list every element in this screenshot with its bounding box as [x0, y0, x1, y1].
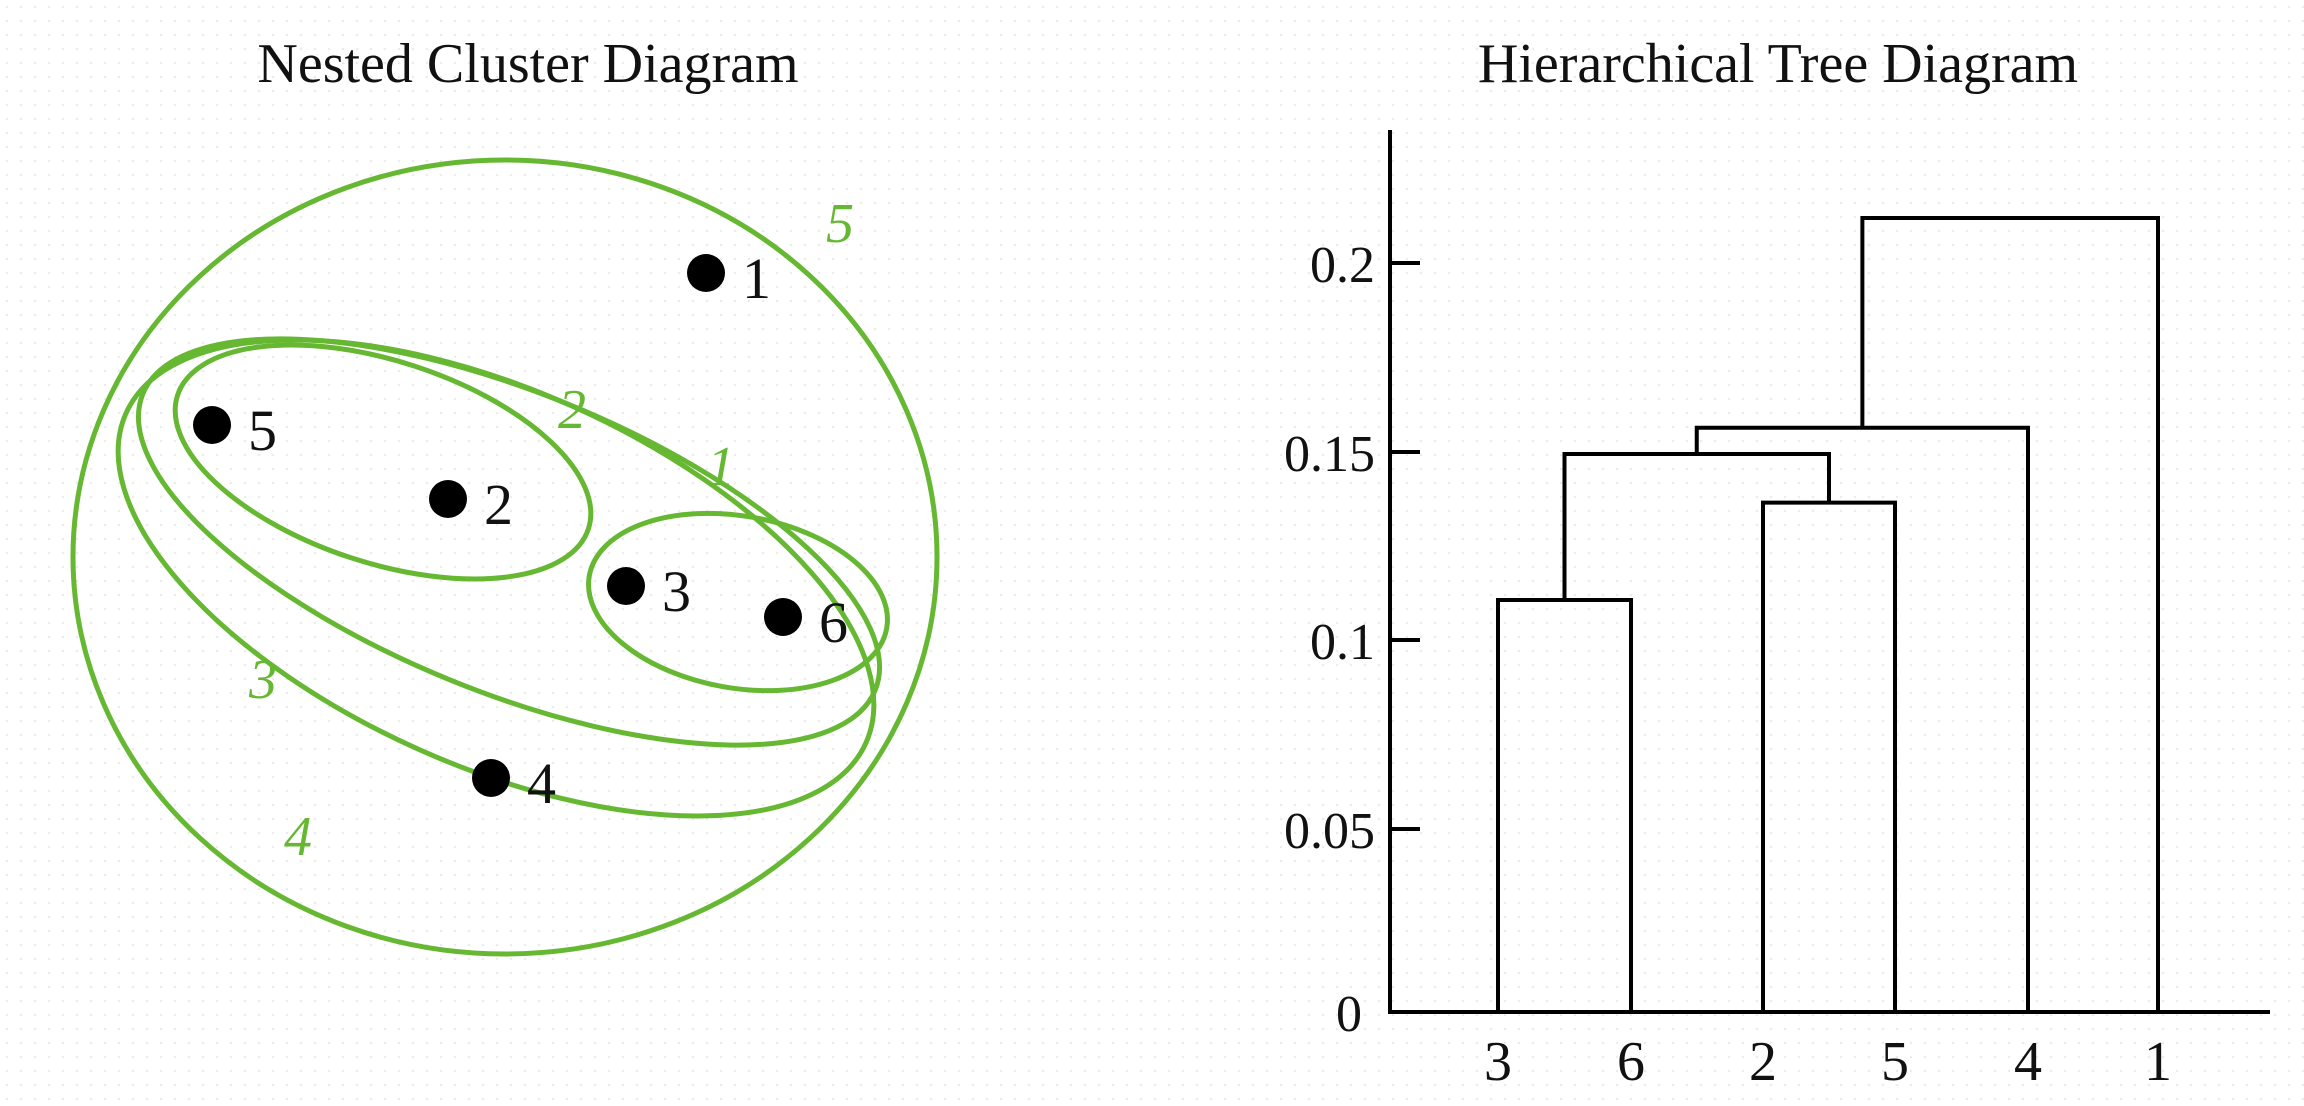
dendrogram-link-4 [1694, 425, 2030, 1012]
leaf-labels: 3 6 2 5 4 1 [1484, 1031, 2172, 1093]
y-tick-label: 0.05 [1284, 803, 1375, 860]
dendrogram-link-5 [1860, 216, 2160, 1012]
point-6-label: 6 [819, 590, 848, 655]
cluster-2-outline [172, 342, 594, 582]
cluster-labels: 1 2 3 4 5 [248, 193, 854, 868]
dendrogram-link-1 [1496, 598, 1633, 1012]
point-1-label: 1 [742, 246, 771, 311]
data-points: 1 5 2 3 6 4 [193, 246, 848, 816]
leaf-label-5: 5 [1881, 1031, 1909, 1093]
nested-cluster-panel: Nested Cluster Diagram 1 2 3 4 5 1 5 [70, 33, 940, 957]
point-2-label: 2 [484, 472, 513, 537]
cluster-4-label: 4 [284, 806, 312, 868]
cluster-2-label: 2 [558, 379, 586, 441]
cluster-1-label: 1 [707, 436, 735, 498]
leaf-label-2: 2 [1749, 1031, 1777, 1093]
point-2-marker [429, 480, 467, 518]
point-3-label: 3 [662, 559, 691, 624]
leaf-label-1: 1 [2144, 1031, 2172, 1093]
y-tick-label: 0.2 [1310, 237, 1375, 294]
cluster-3-label: 3 [248, 649, 277, 711]
hierarchical-tree-title: Hierarchical Tree Diagram [1478, 33, 2078, 95]
leaf-label-3: 3 [1484, 1031, 1512, 1093]
leaf-label-6: 6 [1617, 1031, 1645, 1093]
cluster-5-outline [70, 157, 940, 957]
point-1-marker [687, 254, 725, 292]
point-4-marker [472, 759, 510, 797]
y-tick-label: 0.15 [1284, 426, 1375, 483]
y-tick-marks [1390, 261, 1420, 1014]
point-5-label: 5 [248, 398, 277, 463]
dendrogram-link-3 [1562, 451, 1831, 601]
nested-cluster-title: Nested Cluster Diagram [257, 33, 798, 95]
y-tick-label: 0 [1336, 986, 1362, 1043]
point-3-marker [607, 567, 645, 605]
hierarchical-tree-panel: Hierarchical Tree Diagram 0 0.05 0.1 0.1… [1284, 33, 2270, 1093]
point-5-marker [193, 406, 231, 444]
y-tick-label: 0.1 [1310, 614, 1375, 671]
cluster-1-outline [586, 510, 890, 694]
point-4-label: 4 [527, 751, 556, 816]
dendrogram-links [1496, 216, 2160, 1012]
dendrogram-link-2 [1761, 500, 1897, 1012]
y-tick-labels: 0 0.05 0.1 0.15 0.2 [1284, 237, 1375, 1043]
point-6-marker [764, 598, 802, 636]
cluster-3-outline [135, 336, 883, 748]
leaf-label-4: 4 [2014, 1031, 2042, 1093]
cluster-5-label: 5 [826, 193, 854, 255]
cluster-outlines [70, 157, 940, 957]
